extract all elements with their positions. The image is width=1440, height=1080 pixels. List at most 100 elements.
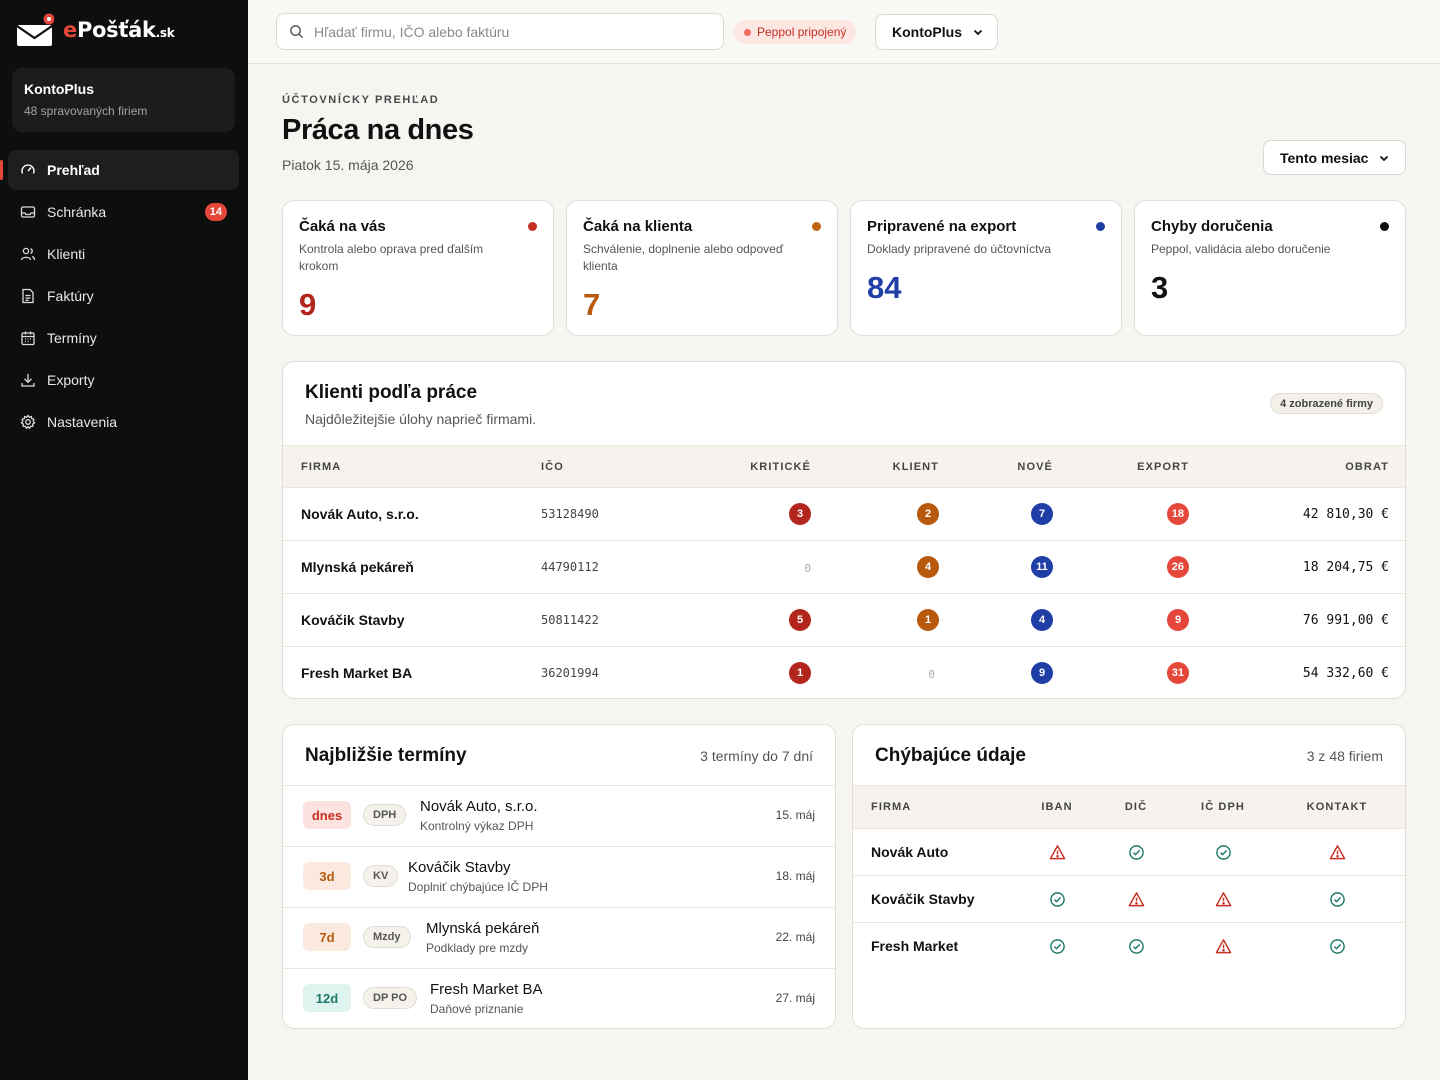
deadline-firm: Mlynská pekáreň [426, 920, 540, 937]
count-nove-badge[interactable]: 7 [1031, 503, 1053, 525]
deadline-item[interactable]: 12d DP PO Fresh Market BA Daňové priznan… [283, 968, 835, 1028]
count-export-badge[interactable]: 18 [1166, 503, 1189, 525]
missing-data-card: Chýbajúce údaje 3 z 48 firiem FIRMA IBAN… [852, 724, 1406, 1029]
warning-triangle-icon [1128, 890, 1145, 907]
deadline-date: 15. máj [775, 808, 815, 822]
upcoming-deadlines-card: Najbližšie termíny 3 termíny do 7 dní dn… [282, 724, 836, 1029]
firm-name[interactable]: Fresh Market [871, 938, 959, 955]
table-row[interactable]: Novák Auto [853, 828, 1405, 876]
column-header-export[interactable]: EXPORT [1053, 445, 1189, 488]
stat-title: Čaká na vás [299, 218, 386, 235]
organization-card[interactable]: KontoPlus 48 spravovaných firiem [12, 68, 235, 132]
column-header-iban[interactable]: IBAN [1021, 785, 1093, 829]
topbar: Peppol pripojený KontoPlus [248, 0, 1440, 64]
deadline-date: 27. máj [775, 991, 815, 1005]
sidebar-item-label: Termíny [47, 330, 97, 346]
sidebar-item-prehlad[interactable]: Prehľad [0, 150, 239, 190]
table-row[interactable]: Fresh Market [853, 923, 1405, 970]
stat-card-waiting-on-you[interactable]: Čaká na vás Kontrola alebo oprava pred ď… [282, 200, 554, 336]
due-badge: dnes [303, 801, 351, 829]
count-kriticke-badge[interactable]: 1 [789, 662, 811, 685]
firm-name[interactable]: Kováčik Stavby [853, 875, 1021, 923]
deadline-date: 22. máj [775, 930, 815, 944]
sidebar-item-faktury[interactable]: Faktúry [8, 276, 239, 316]
count-klient-badge[interactable]: 1 [917, 609, 939, 631]
sidebar-item-nastavenia[interactable]: Nastavenia [8, 402, 239, 442]
table-row[interactable]: Fresh Market BA 36201994 1 0 9 31 54 332,60 € [283, 647, 1405, 699]
sidebar-item-label: Faktúry [47, 288, 94, 304]
count-kriticke-badge[interactable]: 3 [789, 503, 811, 525]
ico-value: 53128490 [541, 487, 691, 541]
firm-name[interactable]: Novák Auto [853, 828, 1021, 876]
clients-table: FIRMA IČO KRITICKÉ KLIENT NOVÉ EXPORT OB… [283, 445, 1405, 699]
count-nove-badge[interactable]: 9 [1031, 662, 1053, 685]
count-klient: 0 [928, 668, 935, 682]
table-header-row: FIRMA IČO KRITICKÉ KLIENT NOVÉ EXPORT OB… [283, 445, 1405, 488]
count-export-badge[interactable]: 26 [1166, 556, 1189, 578]
inbox-count-badge: 14 [204, 203, 227, 221]
organization-select[interactable]: KontoPlus [875, 14, 998, 50]
brand-name: ePošťák.sk [63, 18, 175, 42]
column-header-kriticke[interactable]: KRITICKÉ [691, 445, 811, 488]
sidebar-item-label: Exporty [47, 372, 95, 388]
stat-card-ready-for-export[interactable]: Pripravené na export Doklady pripravené … [850, 200, 1122, 336]
stat-description: Schválenie, doplnenie alebo odpoveď klie… [583, 242, 784, 273]
status-dot [528, 222, 537, 231]
stat-value: 9 [299, 287, 317, 322]
deadline-firm: Kováčik Stavby [408, 859, 511, 876]
stat-card-delivery-errors[interactable]: Chyby doručenia Peppol, validácia alebo … [1134, 200, 1406, 336]
check-circle-icon [1049, 890, 1066, 907]
period-select[interactable]: Tento mesiac [1263, 140, 1406, 175]
deadline-firm: Novák Auto, s.r.o. [420, 798, 538, 815]
deadline-item[interactable]: dnes DPH Novák Auto, s.r.o. Kontrolný vý… [283, 785, 835, 846]
count-kriticke-badge[interactable]: 5 [789, 609, 811, 631]
check-circle-icon [1128, 843, 1145, 860]
deadline-item[interactable]: 3d KV Kováčik Stavby Doplniť chýbajúce I… [283, 846, 835, 907]
table-row[interactable]: Kováčik Stavby [853, 875, 1405, 923]
status-dot [1096, 222, 1105, 231]
table-row[interactable]: Novák Auto, s.r.o. 53128490 3 2 7 18 42 810,3… [283, 487, 1405, 541]
table-row[interactable]: Kováčik Stavby 50811422 5 1 4 9 76 991,00 € [283, 593, 1405, 647]
count-export-badge[interactable]: 31 [1166, 662, 1189, 685]
deadline-type-tag: DP PO [363, 987, 418, 1009]
stat-card-waiting-on-client[interactable]: Čaká na klienta Schválenie, doplnenie al… [566, 200, 838, 336]
column-header-icdph[interactable]: IČ DPH [1179, 785, 1267, 829]
firm-name[interactable]: Mlynská pekáreň [283, 540, 541, 594]
column-header-dic[interactable]: DIČ [1093, 785, 1179, 829]
deadline-item[interactable]: 7d Mzdy Mlynská pekáreň Podklady pre mzd… [283, 907, 835, 968]
firm-name[interactable]: Fresh Market BA [301, 665, 413, 682]
card-subtitle: 3 termíny do 7 dní [700, 748, 813, 764]
stat-title: Čaká na klienta [583, 218, 693, 235]
table-row[interactable]: Mlynská pekáreň 44790112 0 4 11 26 18 204,75 … [283, 540, 1405, 594]
stat-value: 3 [1151, 270, 1169, 305]
column-header-firma[interactable]: FIRMA [283, 445, 541, 488]
search-box[interactable] [276, 13, 724, 50]
page-kicker: ÚČTOVNÍCKY PREHĽAD [282, 94, 440, 106]
sidebar-item-label: Prehľad [47, 162, 100, 178]
column-header-klient[interactable]: KLIENT [811, 445, 939, 488]
column-header-obrat[interactable]: OBRAT [1189, 445, 1405, 488]
count-export-badge[interactable]: 9 [1167, 609, 1189, 631]
app-logo[interactable]: ePošťák.sk [16, 12, 175, 48]
count-klient-badge[interactable]: 2 [917, 503, 939, 525]
count-nove-badge[interactable]: 4 [1031, 609, 1053, 631]
turnover-value: 76 991,00 € [1189, 593, 1405, 647]
search-input[interactable] [314, 23, 714, 40]
column-header-firma[interactable]: FIRMA [853, 785, 1021, 829]
stat-title: Pripravené na export [867, 218, 1017, 235]
firm-name[interactable]: Kováčik Stavby [283, 593, 541, 647]
table-header-row: FIRMA IBAN DIČ IČ DPH KONTAKT [853, 785, 1405, 829]
sidebar-item-schranka[interactable]: Schránka 14 [8, 192, 239, 232]
column-header-ico[interactable]: IČO [541, 445, 691, 488]
chevron-down-icon [973, 29, 983, 36]
count-klient-badge[interactable]: 4 [917, 556, 939, 578]
sidebar-item-terminy[interactable]: Termíny [8, 318, 239, 358]
sidebar-item-exporty[interactable]: Exporty [8, 360, 239, 400]
column-header-nove[interactable]: NOVÉ [939, 445, 1053, 488]
column-header-kontakt[interactable]: KONTAKT [1267, 785, 1405, 829]
sidebar-item-klienti[interactable]: Klienti [8, 234, 239, 274]
chevron-down-icon [1380, 155, 1389, 161]
firm-name[interactable]: Novák Auto, s.r.o. [283, 487, 541, 541]
count-nove-badge[interactable]: 11 [1031, 556, 1053, 578]
deadline-date: 18. máj [775, 869, 815, 883]
